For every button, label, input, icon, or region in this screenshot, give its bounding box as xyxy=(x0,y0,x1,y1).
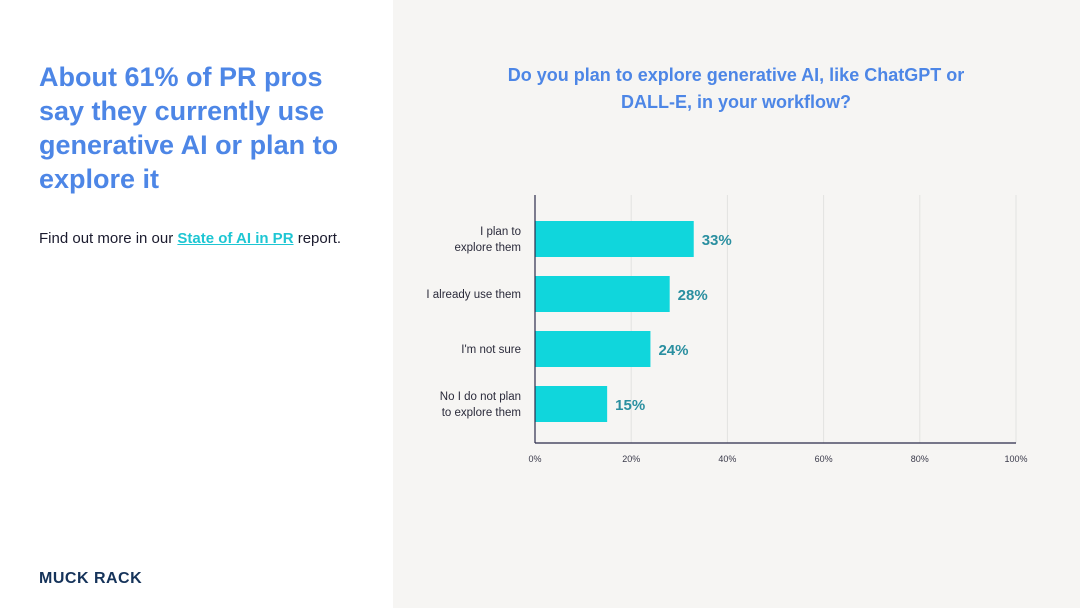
x-tick-label: 40% xyxy=(718,454,736,464)
find-out-more-text: Find out more in our State of AI in PR r… xyxy=(39,230,379,247)
bar-value-label: 24% xyxy=(658,342,688,359)
report-link[interactable]: State of AI in PR xyxy=(177,230,294,247)
chart-title: Do you plan to explore generative AI, li… xyxy=(507,65,965,112)
bar xyxy=(535,386,608,422)
find-out-suffix: report. xyxy=(293,230,342,247)
x-tick-label: 80% xyxy=(911,454,929,464)
category-label-line: explore them xyxy=(455,242,521,254)
bar-chart: 0% 20% 40% 60% 80% 100% 33% I plan to explore th… xyxy=(426,195,1028,464)
x-tick-label: 60% xyxy=(815,454,833,464)
bar xyxy=(535,221,694,257)
left-panel: About 61% of PR pros say they currently … xyxy=(0,0,393,608)
bar-value-label: 28% xyxy=(678,287,708,304)
category-label-line: No I do not plan xyxy=(440,391,521,403)
x-tick-label: 0% xyxy=(528,454,541,464)
bar xyxy=(535,276,670,312)
find-out-prefix: Find out more in our xyxy=(39,230,178,247)
x-tick-label: 20% xyxy=(622,454,640,464)
category-label-line: I'm not sure xyxy=(461,344,521,356)
right-panel xyxy=(393,0,1080,608)
category-label: I already use them xyxy=(426,289,521,301)
headline: About 61% of PR pros say they currently … xyxy=(39,62,339,194)
category-label: No I do not plan to explore them xyxy=(440,391,521,419)
category-label-line: I already use them xyxy=(426,289,521,301)
bar-value-label: 33% xyxy=(702,232,732,249)
bar-value-label: 15% xyxy=(615,397,645,414)
muck-rack-logo: MUCK RACK xyxy=(39,570,143,587)
category-label-line: I plan to xyxy=(480,226,521,238)
category-label-line: to explore them xyxy=(442,407,521,419)
category-label: I'm not sure xyxy=(461,344,521,356)
category-label: I plan to explore them xyxy=(455,226,521,254)
x-tick-label: 100% xyxy=(1004,454,1027,464)
bar xyxy=(535,331,651,367)
